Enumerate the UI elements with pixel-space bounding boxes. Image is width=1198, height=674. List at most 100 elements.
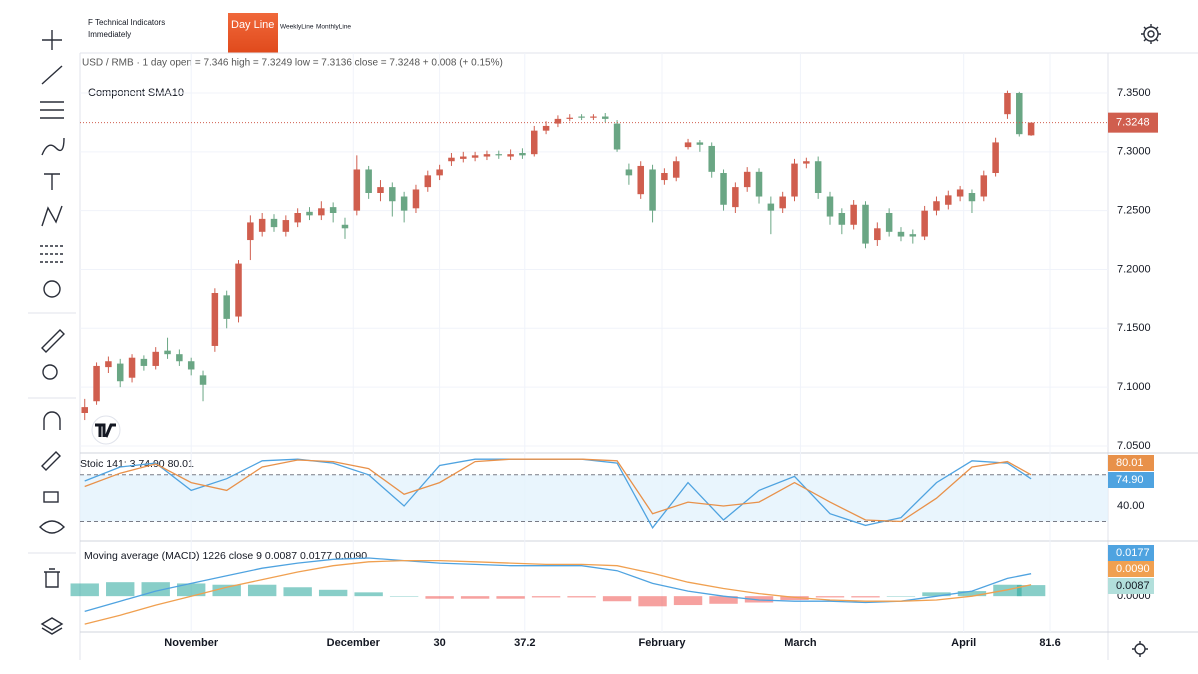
tab-label[interactable]: Day Line	[231, 19, 274, 31]
candle-body	[625, 169, 633, 176]
candle-body	[223, 295, 230, 319]
histogram-bar	[922, 592, 951, 597]
emoji-tool[interactable]	[43, 280, 61, 298]
tab-label[interactable]: MonthlyLine	[316, 24, 351, 31]
candle-body	[140, 358, 148, 366]
pattern-tool[interactable]	[41, 205, 63, 227]
candle-body	[436, 169, 443, 176]
candle-body	[329, 207, 337, 213]
value-tag: 80.01	[1116, 457, 1144, 469]
value-tag-bg	[1108, 472, 1154, 488]
ruler-tool[interactable]	[41, 329, 65, 353]
axis-settings[interactable]	[1132, 641, 1148, 657]
tab-label[interactable]: WeeklyLine	[280, 24, 314, 31]
candle-body	[755, 171, 763, 197]
candle-body	[341, 224, 349, 229]
value-tag-bg	[1108, 561, 1154, 577]
histogram-bar	[460, 596, 490, 599]
histogram-bar	[886, 596, 916, 597]
candle-body	[613, 123, 621, 150]
price-tag: 7.3248	[1116, 117, 1150, 129]
layers-tool[interactable]	[40, 617, 64, 635]
y-tick-label: 7.3000	[1117, 146, 1151, 158]
day-line-tab[interactable]	[228, 13, 278, 53]
candle-body	[152, 351, 159, 366]
histogram-bar	[673, 596, 703, 606]
candle-body	[542, 125, 550, 131]
marks	[70, 90, 1108, 625]
x-tick-label: November	[164, 637, 219, 649]
candle-body	[199, 375, 207, 385]
text-tool[interactable]	[44, 173, 60, 190]
candle-body	[708, 145, 715, 172]
brush-tool[interactable]	[41, 137, 65, 156]
candle-body	[164, 350, 171, 355]
candle-body	[116, 363, 124, 382]
candle-body	[318, 208, 325, 216]
value-tag-bg	[1108, 545, 1154, 561]
candle-body	[448, 157, 455, 162]
histogram-bar	[283, 587, 312, 597]
value-tag: 0.0087	[1116, 580, 1150, 592]
candle-body	[945, 195, 952, 205]
candle-body	[377, 187, 384, 193]
value-tag-bg	[1108, 455, 1154, 471]
candle-body	[897, 231, 905, 237]
candle-body	[720, 173, 727, 205]
candle-body	[791, 163, 798, 197]
candle-body	[921, 210, 928, 237]
candle-body	[554, 118, 562, 124]
value-tag-bg	[1108, 578, 1154, 594]
y-tick-label: 7.3500	[1117, 87, 1151, 99]
candle-body	[187, 361, 195, 370]
y-tick-label: 7.2000	[1117, 263, 1151, 275]
histogram-bar	[851, 596, 880, 598]
histogram-bar	[425, 596, 454, 599]
candle-body	[968, 193, 976, 202]
histogram-bar	[815, 596, 845, 598]
settings-button[interactable]	[1141, 24, 1161, 44]
indicator-line	[84, 458, 1032, 523]
histogram-bar	[957, 591, 987, 597]
candle-body	[743, 171, 751, 188]
histogram-bar	[1016, 585, 1046, 597]
candle-body	[933, 201, 940, 211]
x-tick-label: 30	[433, 637, 445, 649]
candle-body	[732, 187, 739, 208]
delete-tool[interactable]	[44, 568, 60, 588]
fib-tool[interactable]	[40, 101, 64, 119]
candle-body	[814, 161, 822, 193]
value-tag: 0.0177	[1116, 547, 1150, 559]
x-tick-label: February	[638, 637, 686, 649]
app-title: F Technical Indicators	[88, 18, 165, 27]
candle-body	[389, 187, 396, 202]
lock-tool[interactable]	[43, 491, 59, 503]
candle-body	[306, 211, 313, 216]
magnet-tool[interactable]	[43, 411, 61, 430]
candle-body	[424, 175, 432, 188]
candle-body	[531, 130, 538, 155]
candle-body	[1004, 93, 1011, 115]
candle-body	[850, 204, 857, 225]
x-tick-label: 81.6	[1039, 637, 1060, 649]
histogram-bar	[531, 596, 561, 598]
candle-body	[862, 204, 869, 244]
forecast-tool[interactable]	[40, 245, 64, 263]
zoom-tool[interactable]	[42, 364, 58, 380]
candle-body	[590, 116, 597, 118]
candle-body	[767, 203, 775, 211]
crosshair-tool[interactable]	[42, 30, 62, 50]
candle-body	[93, 365, 100, 402]
histogram-bar	[780, 596, 809, 600]
histogram-bar	[106, 582, 135, 597]
logo	[91, 415, 121, 445]
line-tool[interactable]	[41, 65, 63, 85]
visibility-tool[interactable]	[39, 520, 65, 534]
histogram-bar	[389, 596, 419, 597]
lock-draw-tool[interactable]	[41, 451, 61, 471]
candle-body	[519, 153, 526, 156]
y-tick-label: 40.00	[1117, 500, 1145, 512]
y-tick-label: 7.1000	[1117, 381, 1151, 393]
candle-body	[176, 354, 183, 362]
